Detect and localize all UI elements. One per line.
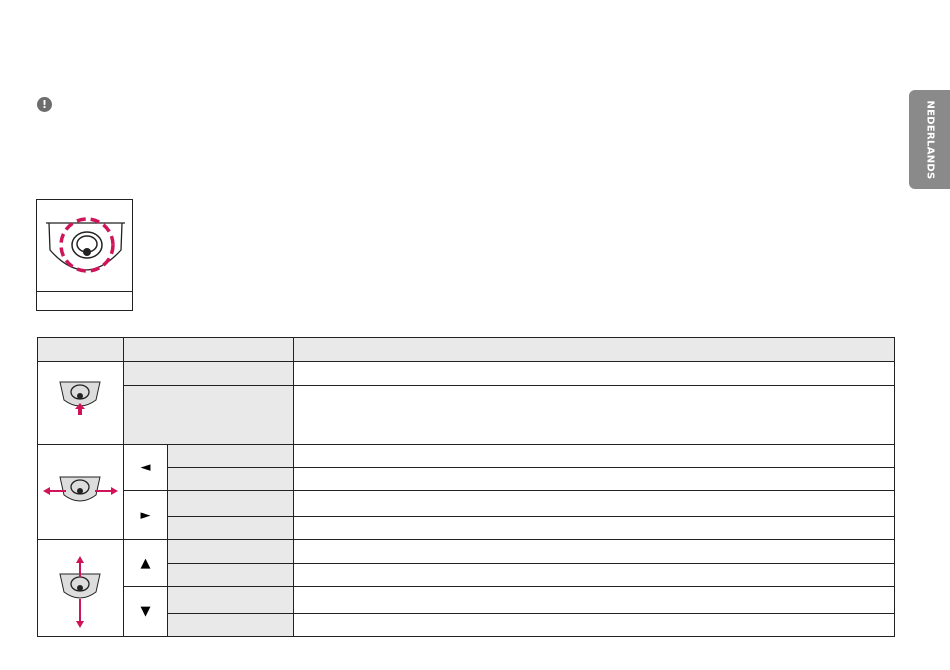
joystick-figure bbox=[36, 199, 133, 311]
joystick-highlight-icon bbox=[46, 217, 125, 273]
table-row: ▲ bbox=[37, 539, 895, 637]
arrow-left-icon: ◄ bbox=[123, 444, 168, 491]
joystick-press-icon bbox=[37, 361, 124, 445]
table-row bbox=[38, 467, 895, 491]
table-row bbox=[38, 516, 895, 540]
exclamation-circle-icon: ! bbox=[37, 97, 52, 112]
table-row: ► bbox=[38, 490, 895, 540]
arrow-up-icon: ▲ bbox=[123, 539, 168, 587]
table-row: ▼ bbox=[38, 586, 895, 637]
table-row bbox=[38, 563, 895, 587]
arrow-right-icon: ► bbox=[123, 490, 168, 540]
table-row bbox=[38, 385, 895, 445]
table-row: ◄ bbox=[37, 444, 895, 540]
table-header-row bbox=[37, 337, 895, 362]
table-row bbox=[38, 613, 895, 637]
language-tab-label: NEDERLANDS bbox=[924, 99, 935, 180]
joystick-left-right-icon bbox=[37, 444, 124, 540]
joystick-function-table: ◄ ► ▲ ▼ bbox=[37, 337, 895, 637]
language-tab[interactable]: NEDERLANDS bbox=[909, 90, 950, 189]
table-row bbox=[37, 360, 895, 445]
joystick-up-down-icon bbox=[37, 539, 124, 637]
arrow-down-icon: ▼ bbox=[123, 586, 168, 637]
